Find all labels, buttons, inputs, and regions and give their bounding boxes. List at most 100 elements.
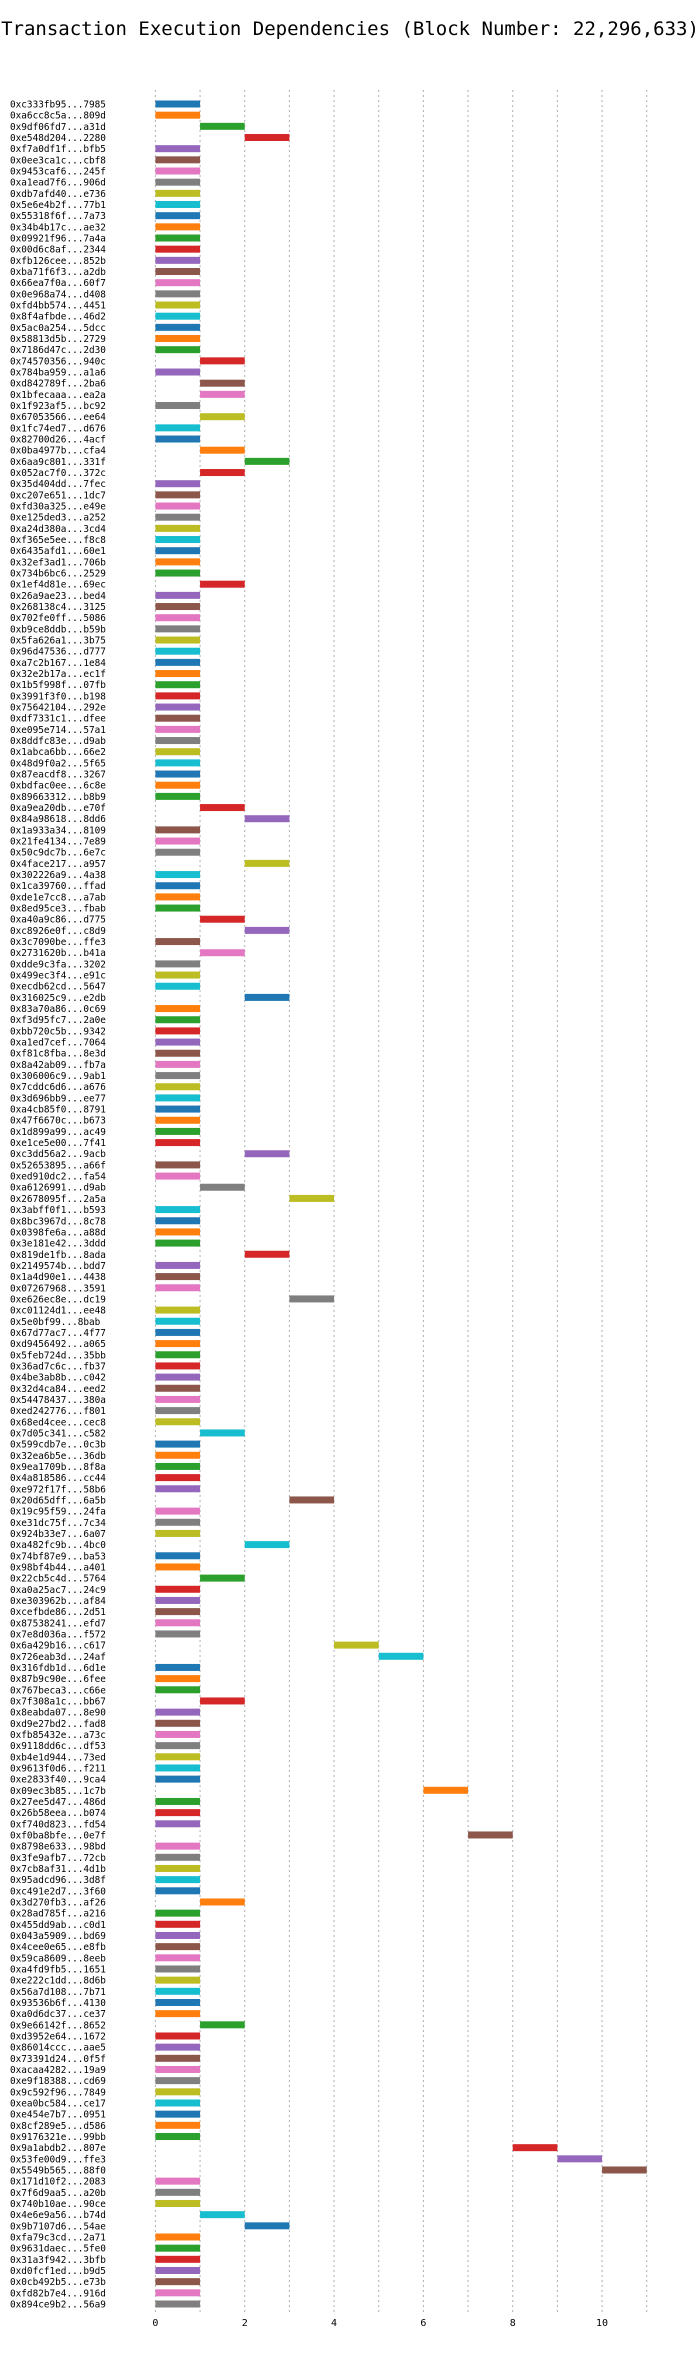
- bar-0xa6126991...d9ab: [200, 1183, 245, 1191]
- y-tick-label: 0xa0d6dc37...ce37: [10, 2009, 106, 2020]
- y-tick-label: 0x32e2b17a...ec1f: [10, 669, 106, 680]
- bar-0xdb7afd40...e736: [155, 189, 201, 197]
- y-tick-label: 0x82700d26...4acf: [10, 435, 106, 446]
- x-tick-label: 4: [331, 2318, 337, 2329]
- bar-0x8a42ab09...fb7a: [155, 1060, 201, 1068]
- bar-0x302226a9...4a38: [155, 871, 201, 879]
- y-tick-label: 0x66ea7f0a...60f7: [10, 278, 106, 289]
- bar-0x9176321e...99bb: [155, 2132, 201, 2140]
- y-tick-label: 0x7f308a1c...bb67: [10, 1696, 106, 1707]
- bar-0xfd4bb574...4451: [155, 301, 201, 309]
- bar-0xbdfac0ee...6c8e: [155, 781, 201, 789]
- bar-0x9ea1709b...8f8a: [155, 1462, 201, 1470]
- y-tick-label: 0x599cdb7e...0c3b: [10, 1440, 106, 1451]
- y-tick-label: 0xe095e714...57a1: [10, 725, 106, 736]
- bar-0xa482fc9b...4bc0: [244, 1541, 290, 1549]
- y-tick-label: 0x894ce9b2...56a9: [10, 2300, 106, 2311]
- bar-0xa7c2b167...1e84: [155, 658, 201, 666]
- y-tick-label: 0xe626ec8e...dc19: [10, 1294, 106, 1305]
- y-tick-label: 0xbdfac0ee...6c8e: [10, 781, 106, 792]
- bar-0x784ba959...a1a6: [155, 368, 201, 376]
- bar-0xd3952e64...1672: [155, 2032, 201, 2040]
- y-tick-label: 0xc8926e0f...c8d9: [10, 926, 106, 937]
- y-tick-label: 0x7cddc6d6...a676: [10, 1082, 106, 1093]
- y-tick-label: 0x6a429b16...c617: [10, 1641, 106, 1652]
- bar-0x4be3ab8b...c042: [155, 1373, 201, 1381]
- y-tick-label: 0x84a98618...8dd6: [10, 814, 106, 825]
- y-tick-labels: 0xc333fb95...79850xa6cc8c5a...809d0x9df0…: [10, 100, 106, 2311]
- y-tick-label: 0x3fe9afb7...72cb: [10, 1853, 106, 1864]
- bar-0xc207e651...1dc7: [155, 491, 201, 499]
- bar-0x1abca6bb...66e2: [155, 748, 201, 756]
- y-tick-label: 0x9613f0d6...f211: [10, 1763, 106, 1774]
- y-tick-label: 0xa1ed7cef...7064: [10, 1038, 106, 1049]
- y-tick-label: 0xf365e5ee...f8c8: [10, 535, 106, 546]
- bar-0x5ac0a254...5dcc: [155, 323, 201, 331]
- y-tick-label: 0x87538241...efd7: [10, 1618, 106, 1629]
- bar-0xea0bc584...ce17: [155, 2099, 201, 2107]
- bar-0x924b33e7...6a07: [155, 1529, 201, 1537]
- y-tick-label: 0x87b9c90e...6fee: [10, 1674, 106, 1685]
- y-tick-label: 0x1abca6bb...66e2: [10, 747, 106, 758]
- y-tick-label: 0xa6cc8c5a...809d: [10, 111, 106, 122]
- x-tick-label: 10: [596, 2318, 608, 2329]
- y-tick-label: 0x2149574b...bdd7: [10, 1261, 106, 1272]
- y-tick-label: 0x9ea1709b...8f8a: [10, 1462, 106, 1473]
- bar-0x34b4b17c...ae32: [155, 223, 201, 231]
- bar-0xed910dc2...fa54: [155, 1172, 201, 1180]
- y-tick-label: 0xe125ded3...a252: [10, 513, 106, 524]
- y-tick-label: 0x89663312...b8b9: [10, 792, 106, 803]
- y-tick-label: 0xa40a9c86...d775: [10, 915, 106, 926]
- y-tick-label: 0x784ba959...a1a6: [10, 368, 106, 379]
- bar-0xa0a25ac7...24c9: [155, 1585, 201, 1593]
- bar-0x1f923af5...bc92: [155, 402, 201, 410]
- y-tick-label: 0xc01124d1...ee48: [10, 1306, 106, 1317]
- bar-0xa9ea20db...e70f: [200, 804, 245, 812]
- y-tick-label: 0x5fa626a1...3b75: [10, 636, 106, 647]
- bar-0x7cb8af31...4d1b: [155, 1864, 201, 1872]
- bar-0x052ac7f0...372c: [200, 469, 245, 477]
- y-tick-label: 0xb9ce8ddb...b59b: [10, 624, 106, 635]
- y-tick-label: 0x98bf4b44...a401: [10, 1562, 106, 1573]
- y-tick-label: 0x5549b565...88f0: [10, 2165, 106, 2176]
- y-tick-label: 0xfd30a325...e49e: [10, 502, 106, 513]
- bar-0x043a5909...bd69: [155, 1931, 201, 1939]
- bar-0x7f6d9aa5...a20b: [155, 2188, 201, 2196]
- bar-0x316fdb1d...6d1e: [155, 1663, 201, 1671]
- bar-0xcefbde86...2d51: [155, 1608, 201, 1616]
- bar-0x8ed95ce3...fbab: [155, 904, 201, 912]
- bar-0xa1ed7cef...7064: [155, 1038, 201, 1046]
- y-tick-label: 0x0ee3ca1c...cbf8: [10, 155, 106, 166]
- y-tick-label: 0x819de1fb...8ada: [10, 1250, 106, 1261]
- bar-0x3d696bb9...ee77: [155, 1094, 201, 1102]
- y-tick-label: 0x4e6e9a56...b74d: [10, 2210, 106, 2221]
- bar-0x59ca8609...8eeb: [155, 1954, 201, 1962]
- y-tick-label: 0x59ca8609...8eeb: [10, 1953, 106, 1964]
- y-tick-label: 0x3e181e42...3ddd: [10, 1239, 106, 1250]
- bar-0xf7a0df1f...bfb5: [155, 145, 201, 153]
- y-tick-label: 0xe31dc75f...7c34: [10, 1518, 106, 1529]
- y-tick-label: 0xe972f17f...58b6: [10, 1484, 106, 1495]
- y-tick-label: 0x499ec3f4...e91c: [10, 971, 106, 982]
- bar-0x9b7107d6...54ae: [244, 2222, 290, 2230]
- y-tick-label: 0xa24d380a...3cd4: [10, 524, 106, 535]
- y-tick-label: 0x924b33e7...6a07: [10, 1529, 106, 1540]
- bar-0xc333fb95...7985: [155, 100, 201, 108]
- y-tick-label: 0xe2833f40...9ca4: [10, 1775, 106, 1786]
- bar-0x5e6e4b2f...77b1: [155, 201, 201, 209]
- bar-0x09921f96...7a4a: [155, 234, 201, 242]
- y-tick-label: 0x8cf289e5...d586: [10, 2121, 106, 2132]
- y-tick-label: 0xa4cb85f0...8791: [10, 1105, 106, 1116]
- y-tick-label: 0x3abff0f1...b593: [10, 1205, 106, 1216]
- y-tick-label: 0x00d6c8af...2344: [10, 245, 106, 256]
- y-tick-label: 0x8bc3967d...8c78: [10, 1216, 106, 1227]
- y-tick-label: 0x48d9f0a2...5f65: [10, 758, 106, 769]
- bar-0x5feb724d...35bb: [155, 1351, 201, 1359]
- bar-0x8bc3967d...8c78: [155, 1217, 201, 1225]
- bar-0x9613f0d6...f211: [155, 1764, 201, 1772]
- y-tick-label: 0x9176321e...99bb: [10, 2132, 106, 2143]
- y-tick-label: 0x268138c4...3125: [10, 602, 106, 613]
- bar-0x8eabda07...8e90: [155, 1708, 201, 1716]
- bar-0xe1ce5e00...7f41: [155, 1139, 201, 1147]
